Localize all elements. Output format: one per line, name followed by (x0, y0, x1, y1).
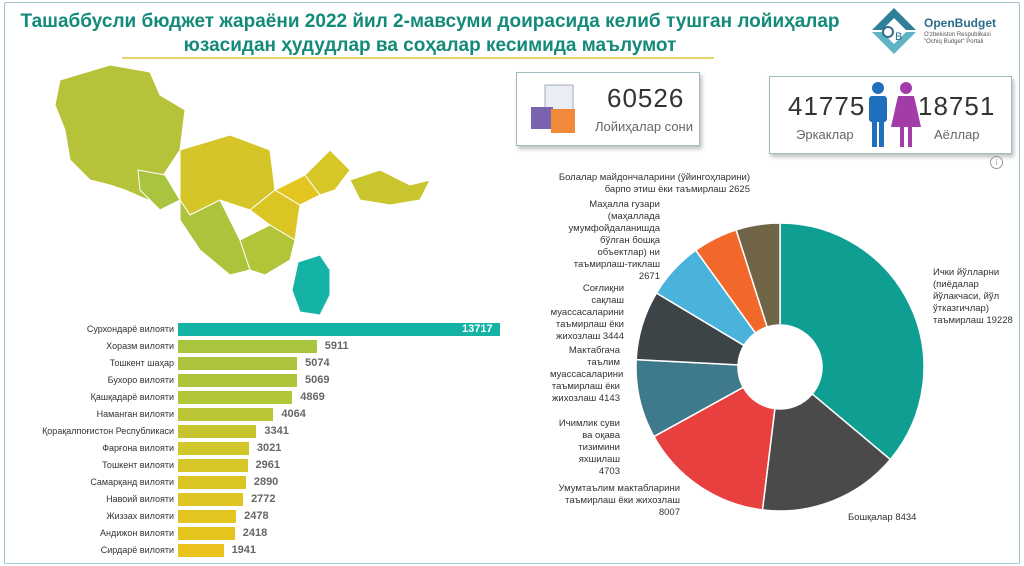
bar-value-label: 2772 (251, 493, 276, 505)
projects-count-label: Лойиҳалар сони (595, 119, 693, 134)
bar-label: Самарқанд вилояти (90, 477, 174, 487)
bar-value-label: 4064 (281, 408, 306, 420)
openbudget-logo: B OpenBudget O'zbekiston Respublikasi "Oc… (868, 6, 1008, 56)
bar-value-label: 1941 (231, 544, 257, 556)
bar-value-label: 5911 (324, 340, 349, 352)
bar-value-label: 5069 (304, 374, 330, 386)
bar (178, 476, 246, 489)
bar (178, 391, 293, 404)
map-region-karakalpakstan (54, 64, 186, 201)
donut-slice-label: Болалар майдончаларини (ўйингоҳларини) б… (558, 172, 750, 195)
donut-slice (779, 222, 925, 461)
donut-slice-label: Умумтаълим мактабларини таъмирлаш ёки жи… (558, 483, 681, 518)
bar-label: Қашқадарё вилояти (90, 392, 174, 402)
title-line-1: Ташаббусли бюджет жараёни 2022 йил 2-мав… (20, 11, 840, 32)
uzbekistan-map (54, 64, 431, 316)
puzzle-document-icon (531, 84, 575, 133)
bar-label: Навоий вилояти (106, 494, 174, 504)
bar-value-label: 2890 (253, 476, 279, 488)
women-label: Аёллар (934, 127, 980, 142)
bar-label: Хоразм вилояти (106, 341, 174, 351)
bar (178, 425, 257, 438)
bar-label: Фарғона вилояти (102, 443, 174, 453)
bar-value-label: 3021 (256, 442, 282, 454)
donut-slice-label: Ички йўлларни (пиёдалар йўлакчаси, йўл ў… (933, 267, 1013, 326)
bar (178, 408, 274, 421)
bar-value-label: 4869 (300, 391, 325, 403)
bar-value-label: 3341 (264, 425, 289, 437)
page-title: Ташаббусли бюджет жараёни 2022 йил 2-мав… (0, 10, 860, 58)
bar (178, 459, 248, 472)
projects-count-card: 60526 Лойиҳалар сони (516, 72, 700, 146)
donut-slice-label: Соғлиқни сақлаш муассасаларини таъмирлаш… (550, 283, 624, 342)
map-region-ferghana-valley (349, 169, 431, 206)
donut-slice (761, 392, 892, 512)
bar-value-label: 13717 (462, 323, 493, 335)
bar-label: Наманган вилояти (96, 409, 174, 419)
map-region-surkhandarya (291, 254, 331, 316)
infographic-frame (4, 2, 1020, 564)
bar (178, 527, 235, 540)
bar-value-label: 2478 (244, 510, 269, 522)
title-underline (122, 57, 714, 59)
openbudget-logo-icon: B (872, 8, 916, 54)
men-count-value: 41775 (788, 91, 866, 121)
bar (178, 510, 237, 523)
map-region-samarkand (249, 189, 301, 241)
donut-slice (735, 222, 781, 328)
bar (178, 374, 297, 387)
info-icon[interactable]: i (990, 156, 1003, 169)
bar-label: Андижон вилояти (100, 528, 174, 538)
bar (178, 323, 500, 336)
bar-label: Қорақалпоғистон Республикаси (42, 426, 174, 436)
donut-slice-label: Мактабгача таълим муассасаларини таъмирл… (550, 345, 624, 404)
women-count-value: 18751 (918, 91, 996, 121)
man-woman-icon (869, 82, 921, 147)
bar-value-label: 5074 (305, 357, 330, 369)
bar-label: Сирдарё вилояти (100, 545, 174, 555)
projects-count-value: 60526 (607, 83, 685, 113)
map-region-tashkent (304, 149, 351, 196)
svg-text:B: B (895, 31, 902, 43)
bar-label: Сурхондарё вилояти (86, 324, 174, 334)
bar (178, 544, 224, 557)
bar-label: Жиззах вилояти (106, 511, 174, 521)
bar (178, 357, 298, 370)
bar (178, 493, 244, 506)
donut-slice-label: Маҳалла гузари (маҳаллада умумфойдаланиш… (568, 199, 660, 282)
donut-slice-label: Ичимлик суви ва оқава тизимини яхшилаш 4… (558, 418, 620, 477)
men-label: Эркаклар (796, 127, 854, 142)
map-region-khorezm (137, 169, 181, 211)
gender-card: 41775 Эркаклар 18751 Аёллар (769, 76, 1012, 154)
bar (178, 442, 249, 455)
title-line-2: юзасидан ҳудудлар ва соҳалар кесимида ма… (183, 35, 677, 56)
logo-name: OpenBudget (924, 16, 996, 30)
logo-subtitle: O'zbekiston Respublikasi "Ochiq Budget" P… (924, 32, 991, 45)
donut-slice-label: Бошқалар 8434 (848, 512, 917, 523)
bar-label: Бухоро вилояти (107, 375, 174, 385)
donut-slice (652, 386, 776, 511)
bar-value-label: 2961 (255, 459, 280, 471)
bar-label: Тошкент вилояти (102, 460, 174, 470)
bar (178, 340, 317, 353)
bar-label: Тошкент шаҳар (109, 358, 174, 368)
bar-value-label: 2418 (242, 527, 268, 539)
